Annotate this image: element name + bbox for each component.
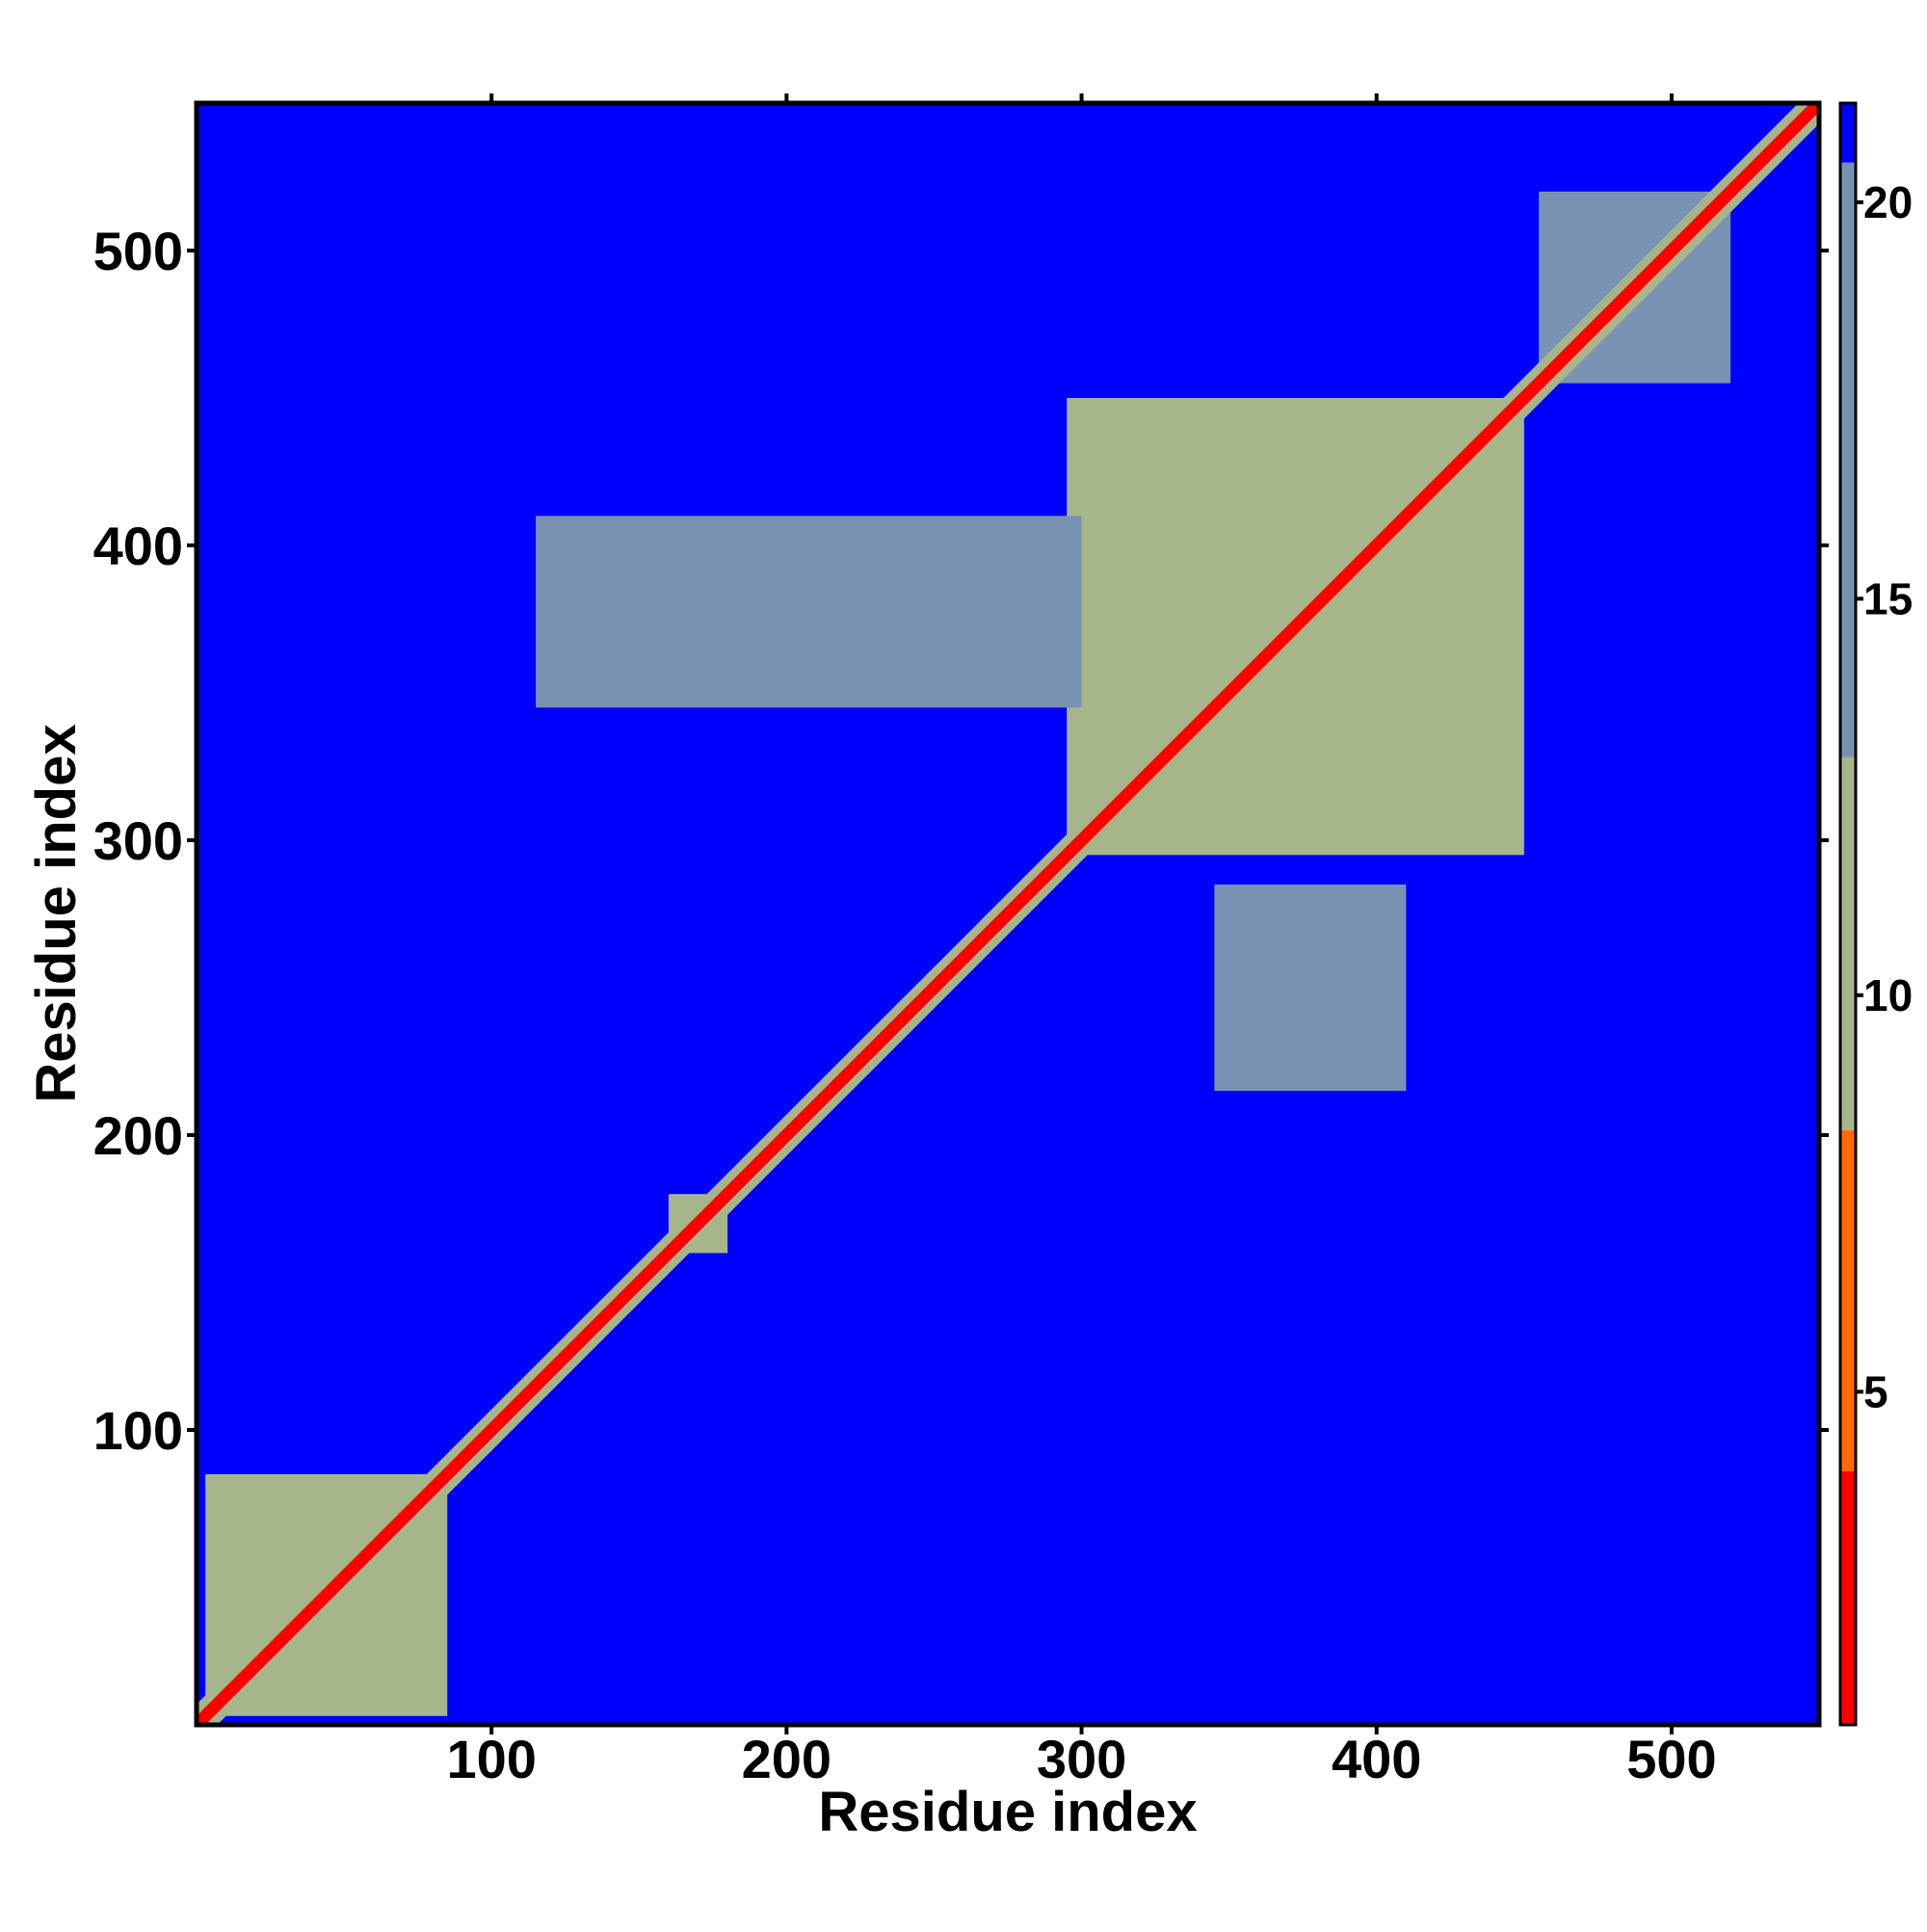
x-tick-label: 500 — [1626, 1729, 1716, 1789]
y-tick-label: 200 — [93, 1105, 183, 1166]
colorbar-frame — [1838, 101, 1858, 1727]
x-tick-label: 100 — [446, 1729, 536, 1789]
y-tick-label: 500 — [93, 221, 183, 281]
x-tick-label: 400 — [1332, 1729, 1421, 1789]
colorbar-band — [1840, 756, 1856, 1130]
colorbar-band — [1840, 1470, 1856, 1725]
colorbar-tick-label: 10 — [1863, 970, 1913, 1020]
y-tick-label: 300 — [93, 810, 183, 871]
heatmap-region — [1214, 884, 1407, 1092]
x-axis-label: Residue index — [818, 1781, 1197, 1843]
x-tick-label: 200 — [742, 1729, 832, 1789]
colorbar-band — [1840, 1129, 1856, 1471]
y-tick-label: 100 — [93, 1400, 183, 1461]
y-axis-label: Residue index — [25, 724, 88, 1102]
colorbar-tick-label: 15 — [1863, 573, 1913, 623]
colorbar-tick-label: 20 — [1863, 177, 1913, 227]
x-tick-label: 300 — [1037, 1729, 1126, 1789]
plot-area — [197, 103, 1819, 1725]
y-tick-label: 400 — [93, 516, 183, 576]
plot-frame — [194, 100, 1822, 1728]
colorbar-band — [1840, 103, 1856, 163]
colorbar-band — [1840, 162, 1856, 757]
diagonal-band — [197, 103, 1819, 1725]
heatmap-region — [536, 516, 1082, 708]
colorbar-tick-label: 5 — [1863, 1366, 1888, 1416]
